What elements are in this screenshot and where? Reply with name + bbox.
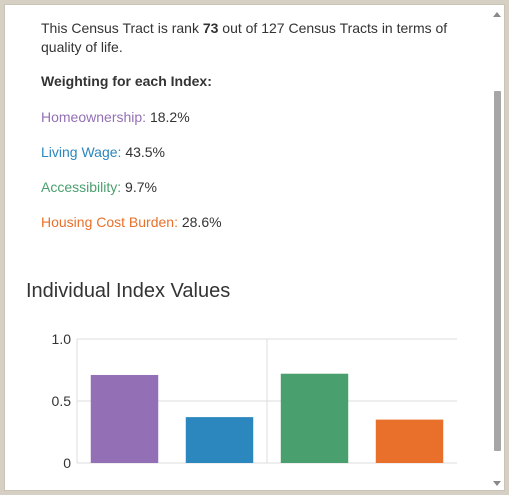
weight-value: 43.5% bbox=[125, 144, 166, 160]
weight-housing-cost-burden: Housing Cost Burden: 28.6% bbox=[41, 214, 222, 230]
scroll-thumb[interactable] bbox=[494, 91, 501, 451]
bar-living-wage bbox=[185, 417, 254, 463]
y-tick-label: 0 bbox=[63, 455, 71, 471]
bar-housing-cost-burden bbox=[375, 419, 444, 463]
y-tick-label: 0.5 bbox=[52, 393, 72, 409]
weight-value: 9.7% bbox=[125, 179, 157, 195]
weight-living-wage: Living Wage: 43.5% bbox=[41, 144, 165, 160]
bar-homeownership bbox=[90, 374, 159, 463]
index-bar-chart: 0 0.5 1.0 bbox=[52, 331, 457, 471]
popup-content: This Census Tract is rank 73 out of 127 … bbox=[5, 5, 491, 490]
weight-homeownership: Homeownership: 18.2% bbox=[41, 109, 190, 125]
rank-value: 73 bbox=[202, 20, 219, 36]
bar-accessibility bbox=[280, 373, 349, 463]
rank-prefix: This Census Tract is rank bbox=[41, 20, 203, 36]
rank-statement: This Census Tract is rank 73 out of 127 … bbox=[41, 19, 461, 57]
weight-label: Living Wage: bbox=[41, 144, 122, 160]
scroll-up-icon[interactable] bbox=[493, 12, 501, 17]
scroll-down-icon[interactable] bbox=[493, 481, 501, 486]
weight-value: 18.2% bbox=[149, 109, 190, 125]
weight-accessibility: Accessibility: 9.7% bbox=[41, 179, 157, 195]
popup-panel: This Census Tract is rank 73 out of 127 … bbox=[4, 4, 505, 491]
section-title: Individual Index Values bbox=[26, 280, 231, 302]
weight-value: 28.6% bbox=[181, 214, 222, 230]
weight-label: Housing Cost Burden: bbox=[41, 214, 178, 230]
weight-label: Homeownership: bbox=[41, 109, 147, 125]
rank-suffix: out of 127 Census Tracts in terms of qua… bbox=[41, 20, 448, 55]
scrollbar[interactable] bbox=[491, 5, 504, 490]
weight-label: Accessibility: bbox=[41, 179, 122, 195]
y-tick-label: 1.0 bbox=[52, 331, 72, 347]
weighting-heading: Weighting for each Index: bbox=[41, 73, 212, 89]
